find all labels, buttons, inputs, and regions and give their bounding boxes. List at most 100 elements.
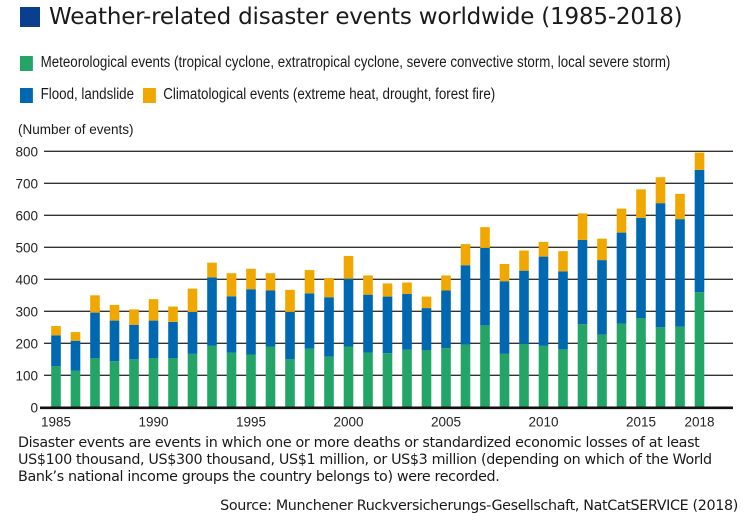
bar-segment-2012-meteorological bbox=[577, 324, 588, 408]
x-tick-label: 2018 bbox=[684, 414, 714, 429]
bar-segment-1994-meteorological bbox=[226, 352, 237, 408]
bar-segment-1993-flood bbox=[207, 277, 217, 346]
footnote: Disaster events are events in which one … bbox=[18, 435, 712, 485]
bar-segment-2010-flood bbox=[538, 256, 549, 346]
x-tick-labels: 1985 1990 1995 2000 2005 2010 2015 2018 bbox=[41, 414, 715, 429]
bar-segment-1989-meteorological bbox=[129, 359, 139, 408]
bar-segment-1986-flood bbox=[70, 340, 81, 371]
chart-title: Weather-related disaster events worldwid… bbox=[49, 4, 683, 30]
bar-segment-1996-climatological bbox=[265, 273, 276, 291]
bar-segment-2002-flood bbox=[382, 296, 393, 354]
y-axis-label: (Number of events) bbox=[18, 122, 134, 137]
bar-segment-1987-climatological bbox=[90, 295, 100, 313]
bar-segment-1989-climatological bbox=[129, 309, 139, 325]
bar-segment-1988-meteorological bbox=[109, 361, 120, 408]
bar-segment-1993-climatological bbox=[207, 262, 217, 278]
bar-segment-2015-flood bbox=[636, 217, 646, 319]
bar-segment-2017-meteorological bbox=[675, 326, 685, 408]
bar-segment-1995-meteorological bbox=[246, 354, 256, 408]
x-tick-label: 1985 bbox=[41, 414, 71, 429]
bar-segment-2000-meteorological bbox=[343, 346, 354, 408]
bar-segment-1990-flood bbox=[148, 320, 159, 359]
bar-segment-2018-meteorological bbox=[694, 292, 705, 408]
bar-segment-2002-climatological bbox=[382, 283, 393, 297]
bar-segment-2013-meteorological bbox=[597, 334, 607, 408]
y-tick-label: 300 bbox=[15, 304, 38, 319]
bar-segment-1990-climatological bbox=[148, 299, 159, 321]
x-tick-label: 2000 bbox=[333, 414, 363, 429]
bar-segment-2011-meteorological bbox=[558, 349, 568, 408]
bar-segment-2008-climatological bbox=[499, 263, 510, 282]
bar-segment-2011-flood bbox=[558, 271, 568, 350]
bar-segment-2004-climatological bbox=[421, 296, 432, 309]
bar-segment-2009-meteorological bbox=[519, 343, 529, 408]
bar-segment-1998-flood bbox=[304, 293, 315, 349]
bar-segment-2001-flood bbox=[363, 294, 373, 353]
bar-segment-2011-climatological bbox=[558, 251, 568, 272]
bar-segment-1985-flood bbox=[51, 335, 61, 367]
bar-segment-1996-flood bbox=[265, 290, 276, 347]
bar-segment-2016-flood bbox=[655, 203, 666, 328]
legend-swatch-meteorological bbox=[20, 55, 33, 71]
bar-segment-1985-meteorological bbox=[51, 366, 61, 408]
bar-segment-1995-flood bbox=[246, 289, 256, 355]
bar-segment-1996-meteorological bbox=[265, 346, 276, 408]
bar-segment-2003-climatological bbox=[402, 282, 412, 295]
bar-segment-2001-meteorological bbox=[363, 352, 373, 408]
bar-segment-1995-climatological bbox=[246, 268, 256, 290]
title-square-icon bbox=[20, 7, 40, 27]
bar-segment-2005-meteorological bbox=[441, 348, 451, 408]
bar-segment-2005-climatological bbox=[441, 275, 451, 291]
bar-segment-2009-flood bbox=[519, 270, 529, 344]
bar-segment-2003-flood bbox=[402, 294, 412, 350]
bars bbox=[51, 152, 705, 408]
legend-label-climatological: Climatological events (extreme heat, dro… bbox=[163, 86, 496, 103]
bar-segment-2010-climatological bbox=[538, 241, 549, 257]
legend-swatch-flood bbox=[20, 87, 33, 103]
bar-segment-2009-climatological bbox=[519, 250, 529, 271]
bar-segment-1985-climatological bbox=[51, 326, 61, 336]
y-tick-labels: 0 100 200 300 400 500 600 700 800 bbox=[15, 144, 38, 415]
x-tick-label: 2005 bbox=[431, 414, 461, 429]
bar-segment-1997-flood bbox=[285, 311, 295, 360]
bar-segment-2017-climatological bbox=[675, 193, 685, 220]
source-citation: Source: Munchener Ruckversicherungs-Gese… bbox=[220, 498, 738, 514]
bar-segment-2015-climatological bbox=[636, 189, 646, 218]
bar-segment-1997-meteorological bbox=[285, 359, 295, 408]
bar-segment-2014-climatological bbox=[616, 208, 627, 233]
bar-segment-1991-climatological bbox=[168, 306, 178, 322]
legend-row-2: Flood, landslide Climatological events (… bbox=[20, 86, 504, 104]
bar-segment-2007-flood bbox=[480, 247, 490, 326]
y-tick-label: 500 bbox=[15, 240, 38, 255]
bar-segment-1999-climatological bbox=[324, 278, 334, 298]
bar-segment-2014-flood bbox=[616, 232, 627, 324]
bar-segment-2010-meteorological bbox=[538, 345, 549, 408]
bar-segment-1991-flood bbox=[168, 321, 178, 359]
bar-segment-2008-meteorological bbox=[499, 353, 510, 408]
bar-segment-2007-climatological bbox=[480, 227, 490, 248]
bar-segment-1999-meteorological bbox=[324, 356, 334, 408]
bar-segment-2018-climatological bbox=[694, 152, 705, 170]
bar-segment-2000-flood bbox=[343, 278, 354, 347]
bar-segment-1993-meteorological bbox=[207, 345, 217, 408]
bar-segment-2004-flood bbox=[421, 308, 432, 351]
y-tick-label: 100 bbox=[15, 368, 38, 383]
bar-segment-1988-flood bbox=[109, 320, 120, 362]
bar-segment-2006-climatological bbox=[460, 244, 471, 266]
bar-segment-1998-climatological bbox=[304, 270, 315, 294]
bar-segment-1997-climatological bbox=[285, 289, 295, 312]
bar-segment-1990-meteorological bbox=[148, 358, 159, 408]
bar-segment-2004-meteorological bbox=[421, 350, 432, 408]
y-tick-label: 600 bbox=[15, 208, 38, 223]
bar-segment-2006-flood bbox=[460, 265, 471, 345]
bar-segment-2017-flood bbox=[675, 219, 685, 327]
bar-segment-1992-meteorological bbox=[187, 353, 198, 408]
y-tick-label: 800 bbox=[15, 144, 38, 159]
legend-swatch-climatological bbox=[142, 87, 156, 103]
bar-segment-2016-climatological bbox=[655, 177, 666, 204]
bar-segment-2018-flood bbox=[694, 169, 705, 293]
bar-segment-2013-flood bbox=[597, 260, 607, 335]
bar-segment-2015-meteorological bbox=[636, 318, 646, 408]
y-tick-label: 700 bbox=[15, 176, 38, 191]
bar-segment-2000-climatological bbox=[343, 255, 354, 279]
